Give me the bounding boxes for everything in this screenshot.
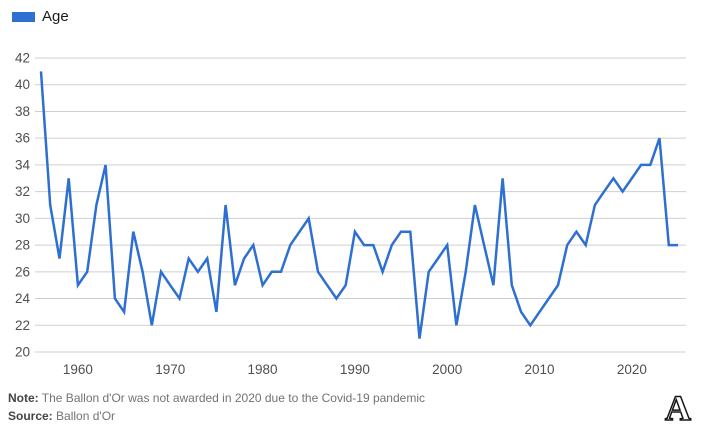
source-label: Source: [8, 409, 53, 423]
legend: Age [12, 9, 69, 24]
chart-note: Note: The Ballon d'Or was not awarded in… [8, 391, 425, 405]
x-tick-label: 1970 [155, 362, 185, 377]
x-tick-label: 2000 [432, 362, 462, 377]
y-tick-label: 40 [15, 77, 30, 92]
x-tick-label: 2010 [524, 362, 554, 377]
y-tick-label: 24 [15, 291, 31, 306]
y-tick-label: 22 [15, 318, 30, 333]
x-tick-label: 1960 [63, 362, 93, 377]
legend-swatch-age [12, 11, 35, 22]
x-tick-label: 1980 [248, 362, 278, 377]
y-tick-label: 30 [15, 211, 30, 226]
y-tick-label: 34 [15, 157, 31, 172]
y-tick-label: 32 [15, 184, 30, 199]
y-tick-label: 26 [15, 264, 30, 279]
y-tick-label: 42 [15, 51, 30, 66]
chart-source: Source: Ballon d'Or [8, 409, 115, 423]
x-tick-label: 1990 [340, 362, 370, 377]
age-series-line [39, 71, 678, 339]
athletic-a-logo: A [664, 388, 692, 428]
note-text: The Ballon d'Or was not awarded in 2020 … [41, 391, 425, 405]
y-tick-label: 36 [15, 131, 30, 146]
age-line-chart: 20 22 24 26 28 30 32 34 36 38 40 42 1960 1970 1980 1990… [15, 51, 686, 377]
legend-label: Age [42, 8, 69, 25]
source-text: Ballon d'Or [56, 409, 116, 423]
y-tick-label: 28 [15, 238, 30, 253]
note-label: Note: [8, 391, 39, 405]
y-tick-label: 38 [15, 104, 30, 119]
y-tick-label: 20 [15, 345, 30, 360]
x-tick-label: 2020 [617, 362, 647, 377]
